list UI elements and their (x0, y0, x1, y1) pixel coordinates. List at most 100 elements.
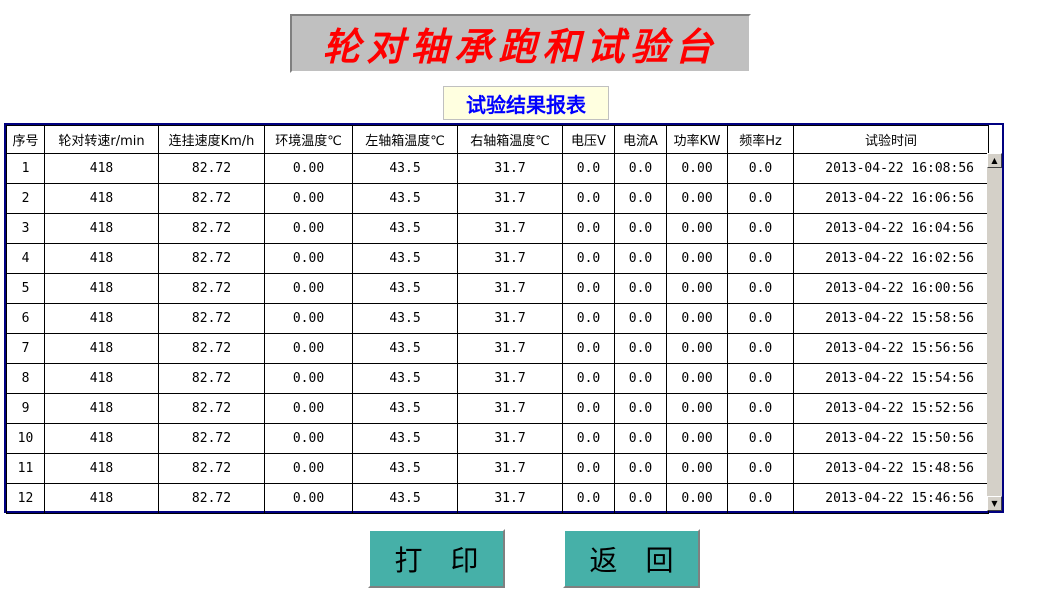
table-cell: 418 (44, 363, 159, 394)
table-cell: 418 (44, 303, 159, 334)
table-cell: 0.0 (562, 483, 615, 514)
table-cell: 2013-04-22 15:50:56 (793, 423, 989, 454)
table-cell: 0.0 (562, 153, 615, 184)
table-cell: 0.00 (666, 183, 728, 214)
table-cell: 0.00 (264, 243, 353, 274)
table-row[interactable]: 4 418 82.72 0.00 43.5 31.7 0.0 0.0 0.00 0.0 2013-0… (6, 243, 989, 274)
table-cell: 418 (44, 393, 159, 424)
table-cell: 0.00 (666, 303, 728, 334)
table-cell: 0.0 (614, 273, 667, 304)
table-cell: 0.00 (666, 363, 728, 394)
table-cell: 82.72 (158, 393, 265, 424)
table-cell: 0.00 (264, 363, 353, 394)
table-row[interactable]: 6 418 82.72 0.00 43.5 31.7 0.0 0.0 0.00 0.0 2013-0… (6, 303, 989, 334)
vertical-scrollbar[interactable]: ▲ ▼ (987, 153, 1002, 511)
table-cell: 0.00 (264, 423, 353, 454)
table-cell: 0.0 (727, 243, 794, 274)
table-cell: 82.72 (158, 423, 265, 454)
table-row[interactable]: 1 418 82.72 0.00 43.5 31.7 0.0 0.0 0.00 0.0 2013-0… (6, 153, 989, 184)
table-cell: 31.7 (457, 483, 563, 514)
table-cell: 1 (6, 153, 45, 184)
table-cell: 31.7 (457, 363, 563, 394)
table-cell: 82.72 (158, 273, 265, 304)
table-cell: 2013-04-22 15:54:56 (793, 363, 989, 394)
table-cell: 418 (44, 423, 159, 454)
table-row[interactable]: 9 418 82.72 0.00 43.5 31.7 0.0 0.0 0.00 0.0 2013-0… (6, 393, 989, 424)
table-cell: 11 (6, 453, 45, 484)
table-cell: 82.72 (158, 213, 265, 244)
table-cell: 3 (6, 213, 45, 244)
table-cell: 43.5 (352, 393, 458, 424)
table-row[interactable]: 12 418 82.72 0.00 43.5 31.7 0.0 0.0 0.00 0.0 2013-… (6, 483, 989, 514)
column-header: 功率KW (666, 125, 728, 154)
table-row[interactable]: 11 418 82.72 0.00 43.5 31.7 0.0 0.0 0.00 0.0 2013-… (6, 453, 989, 484)
table-row[interactable]: 8 418 82.72 0.00 43.5 31.7 0.0 0.0 0.00 0.0 2013-0… (6, 363, 989, 394)
table-cell: 0.0 (727, 423, 794, 454)
table-cell: 0.00 (666, 243, 728, 274)
table-cell: 0.0 (562, 363, 615, 394)
table-cell: 0.00 (264, 213, 353, 244)
back-button[interactable]: 返 回 (563, 529, 700, 588)
table-cell: 31.7 (457, 423, 563, 454)
table-cell: 2013-04-22 15:56:56 (793, 333, 989, 364)
print-button[interactable]: 打 印 (368, 529, 505, 588)
table-cell: 0.0 (727, 393, 794, 424)
table-cell: 0.00 (666, 483, 728, 514)
table-cell: 0.00 (666, 453, 728, 484)
table-cell: 0.0 (727, 303, 794, 334)
table-cell: 82.72 (158, 453, 265, 484)
table-cell: 0.0 (562, 243, 615, 274)
table-cell: 43.5 (352, 483, 458, 514)
table-cell: 0.0 (727, 453, 794, 484)
scroll-up-icon[interactable]: ▲ (987, 153, 1002, 168)
table-cell: 43.5 (352, 363, 458, 394)
table-cell: 4 (6, 243, 45, 274)
scroll-down-icon[interactable]: ▼ (987, 496, 1002, 511)
table-row[interactable]: 7 418 82.72 0.00 43.5 31.7 0.0 0.0 0.00 0.0 2013-0… (6, 333, 989, 364)
table-row[interactable]: 5 418 82.72 0.00 43.5 31.7 0.0 0.0 0.00 0.0 2013-0… (6, 273, 989, 304)
table-cell: 418 (44, 213, 159, 244)
table-cell: 0.0 (562, 183, 615, 214)
table-cell: 43.5 (352, 183, 458, 214)
column-header: 频率Hz (727, 125, 794, 154)
table-cell: 31.7 (457, 213, 563, 244)
column-header: 电压V (562, 125, 615, 154)
table-cell: 0.00 (264, 393, 353, 424)
table-cell: 418 (44, 153, 159, 184)
table-row[interactable]: 3 418 82.72 0.00 43.5 31.7 0.0 0.0 0.00 0.0 2013-0… (6, 213, 989, 244)
app-title: 轮对轴承跑和试验台 (322, 24, 719, 69)
table-cell: 0.0 (562, 393, 615, 424)
table-row[interactable]: 10 418 82.72 0.00 43.5 31.7 0.0 0.0 0.00 0.0 2013-… (6, 423, 989, 454)
results-table: 序号 轮对转速r/min 连挂速度Km/h 环境温度℃ 左轴箱温度℃ 右轴箱温度℃ 电压V 电… (6, 125, 989, 514)
table-row[interactable]: 2 418 82.72 0.00 43.5 31.7 0.0 0.0 0.00 0.0 2013-0… (6, 183, 989, 214)
table-cell: 0.00 (666, 153, 728, 184)
table-cell: 43.5 (352, 273, 458, 304)
table-cell: 0.0 (614, 423, 667, 454)
table-cell: 0.0 (727, 273, 794, 304)
table-cell: 2013-04-22 15:52:56 (793, 393, 989, 424)
table-cell: 5 (6, 273, 45, 304)
table-cell: 0.0 (727, 213, 794, 244)
table-cell: 43.5 (352, 153, 458, 184)
table-cell: 0.0 (562, 453, 615, 484)
table-cell: 0.00 (666, 423, 728, 454)
title-panel: 轮对轴承跑和试验台 (290, 14, 751, 73)
column-header: 环境温度℃ (264, 125, 353, 154)
table-cell: 0.00 (666, 333, 728, 364)
table-cell: 8 (6, 363, 45, 394)
subtitle-panel: 试验结果报表 (443, 86, 609, 120)
table-cell: 0.0 (614, 183, 667, 214)
table-cell: 82.72 (158, 243, 265, 274)
table-cell: 43.5 (352, 453, 458, 484)
table-cell: 418 (44, 183, 159, 214)
header-row: 序号 轮对转速r/min 连挂速度Km/h 环境温度℃ 左轴箱温度℃ 右轴箱温度℃ 电压V 电… (6, 125, 989, 154)
table-cell: 0.0 (614, 483, 667, 514)
table-cell: 7 (6, 333, 45, 364)
table-cell: 0.00 (264, 183, 353, 214)
table-cell: 0.00 (264, 453, 353, 484)
table-cell: 0.0 (562, 213, 615, 244)
table-cell: 82.72 (158, 183, 265, 214)
table-cell: 0.00 (264, 333, 353, 364)
table-cell: 0.00 (264, 303, 353, 334)
table-cell: 0.0 (727, 363, 794, 394)
